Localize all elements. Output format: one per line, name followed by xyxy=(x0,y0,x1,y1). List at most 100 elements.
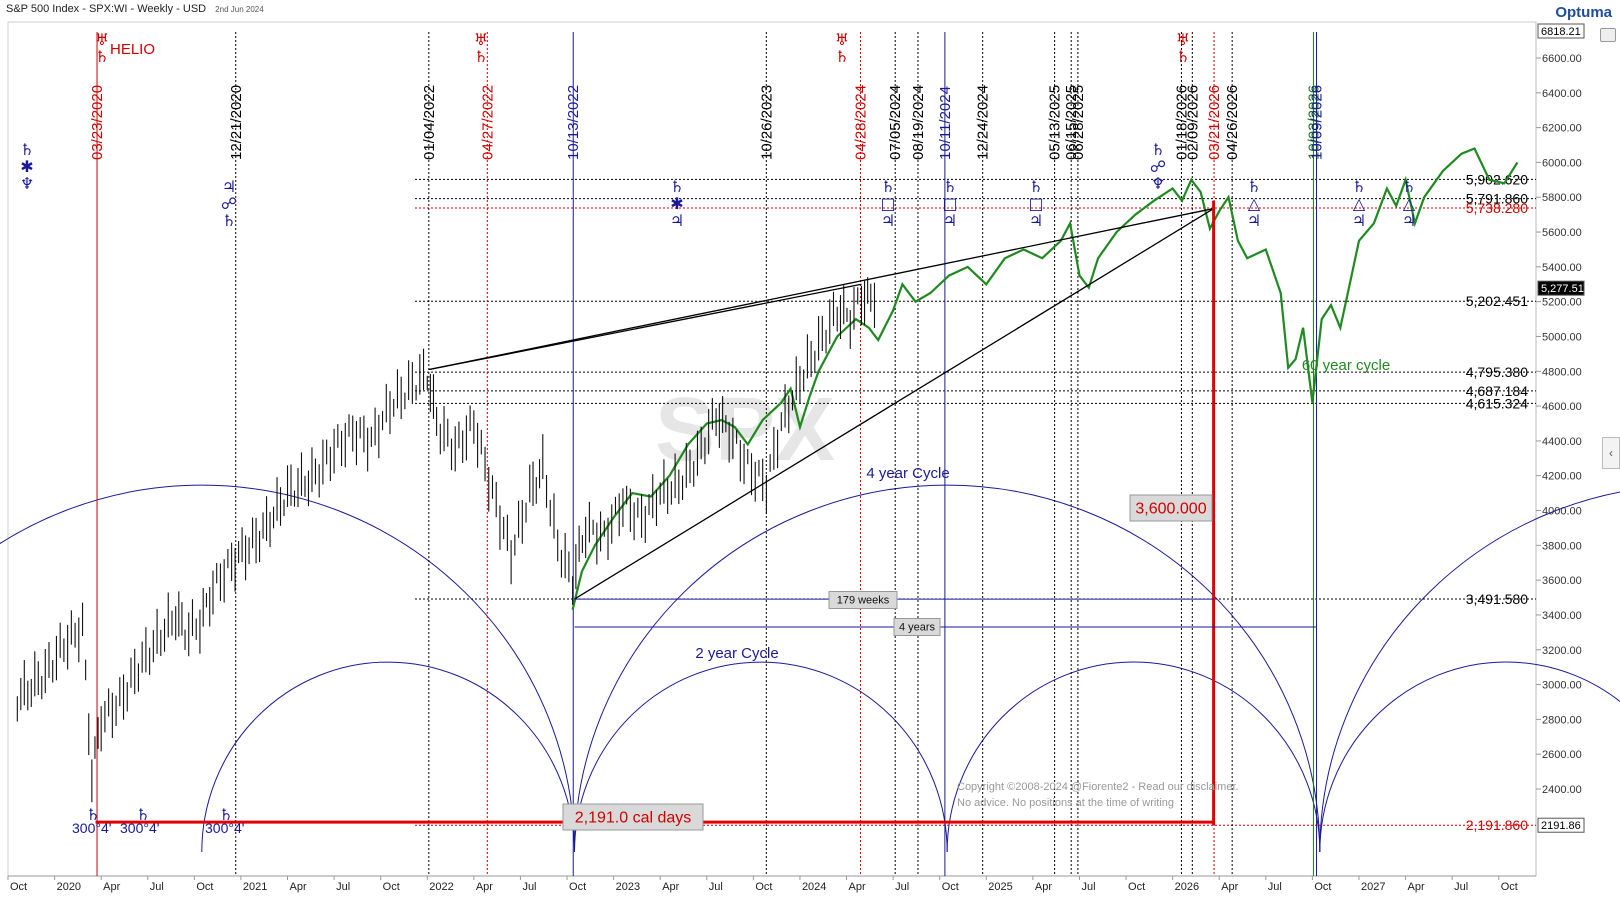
x-tick-label: 2026 xyxy=(1175,881,1199,893)
x-tick-label: Oct xyxy=(569,881,586,893)
astro-glyph: △ xyxy=(1403,194,1416,213)
days-box-frame xyxy=(562,803,704,831)
astro-glyph: ♄ xyxy=(20,140,34,159)
astro-glyph: ☍ xyxy=(1150,157,1166,176)
price-level-label: 5,791.860 xyxy=(1466,191,1528,207)
y-tick-label: 6400.00 xyxy=(1542,88,1582,100)
astro-glyph: ✱ xyxy=(20,157,33,176)
y-tick-label: 2400.00 xyxy=(1542,784,1582,796)
y-tick-label: 3800.00 xyxy=(1542,540,1582,552)
degree-label: 300°4' xyxy=(120,820,159,836)
astro-glyph: ♆ xyxy=(20,174,34,193)
date-line-label: 08/19/2024 xyxy=(910,85,927,160)
no-advice-text: No advice. No positions at the time of w… xyxy=(957,797,1174,809)
x-tick-label: Apr xyxy=(849,881,866,893)
x-tick-label: Apr xyxy=(662,881,679,893)
date-line-label: 04/27/2022 xyxy=(479,85,496,160)
two-year-cycle-arc xyxy=(201,661,575,853)
x-tick-label: 2024 xyxy=(802,881,826,893)
x-tick-label: Apr xyxy=(1035,881,1052,893)
astro-glyph: ♅ xyxy=(474,30,488,49)
four-year-cycle-arc xyxy=(0,484,575,853)
x-tick-label: 2025 xyxy=(988,881,1012,893)
price-level-label: 5,202.451 xyxy=(1466,293,1528,309)
weeks-box-frame xyxy=(828,591,898,609)
y-tick-label: 5000.00 xyxy=(1542,331,1582,343)
price-level-label: 3,491.580 xyxy=(1466,591,1528,607)
x-tick-label: Oct xyxy=(383,881,400,893)
x-tick-label: 2023 xyxy=(616,881,640,893)
x-tick-label: Jul xyxy=(709,881,723,893)
lock-icon[interactable] xyxy=(1600,28,1616,42)
helio-label: HELIO xyxy=(110,41,155,58)
astro-glyph: ♄ xyxy=(136,805,150,824)
top-trendline-ext xyxy=(429,283,862,371)
astro-glyph: △ xyxy=(1248,194,1261,213)
y-tick-label: 6200.00 xyxy=(1542,123,1582,135)
astro-glyph: □ xyxy=(880,194,895,213)
date-line-label: 05/13/2025 xyxy=(1047,85,1064,160)
x-tick-label: Jul xyxy=(895,881,909,893)
degree-label: 300°4' xyxy=(72,820,111,836)
days-box: 2,191.0 cal days xyxy=(575,809,692,826)
date-line-label: 10/03/2026 xyxy=(1305,85,1322,160)
date-line-label: 03/23/2020 xyxy=(89,85,106,160)
astro-glyph: ♄ xyxy=(222,211,236,230)
date-line-label: 01/18/2026 xyxy=(1173,85,1190,160)
y-tick-label: 5800.00 xyxy=(1542,192,1582,204)
x-tick-label: Oct xyxy=(1314,881,1331,893)
astro-glyph: ♄ xyxy=(1352,177,1366,196)
date-line-label: 04/28/2024 xyxy=(853,85,870,160)
astro-glyph: ♄ xyxy=(1151,140,1165,159)
years-box-frame xyxy=(893,618,941,636)
astro-glyph: ♃ xyxy=(1402,211,1416,230)
x-tick-label: Apr xyxy=(290,881,307,893)
date-line-label: 04/26/2026 xyxy=(1224,85,1241,160)
date-line-label: 10/13/2022 xyxy=(565,85,582,160)
astro-glyph: ♆ xyxy=(1151,174,1165,193)
astro-glyph: ♄ xyxy=(1029,177,1043,196)
astro-glyph: ♄ xyxy=(219,805,233,824)
optuma-logo: Optuma xyxy=(1555,4,1612,21)
x-tick-label: Oct xyxy=(942,881,959,893)
x-tick-label: Jul xyxy=(336,881,350,893)
x-tick-label: Apr xyxy=(476,881,493,893)
date-line-label: 10/09/2026 xyxy=(1309,85,1326,160)
date-line-label: 03/21/2026 xyxy=(1206,85,1223,160)
y-tick-label: 4800.00 xyxy=(1542,366,1582,378)
y-tick-label: 5600.00 xyxy=(1542,227,1582,239)
price-level-label: 5,902.620 xyxy=(1466,171,1528,187)
x-tick-label: Oct xyxy=(196,881,213,893)
years-box: 4 years xyxy=(899,622,936,634)
axis-top-value-frame xyxy=(1537,23,1585,39)
date-line-label: 10/11/2024 xyxy=(937,86,954,160)
x-tick-label: Jul xyxy=(522,881,536,893)
copyright-text: Copyright ©2008-2024 @Fiorente2 - Read o… xyxy=(957,781,1239,793)
date-line-label: 10/26/2023 xyxy=(758,85,775,160)
y-tick-label: 6600.00 xyxy=(1542,53,1582,65)
y-tick-label: 5400.00 xyxy=(1542,262,1582,274)
x-tick-label: Apr xyxy=(103,881,120,893)
x-tick-label: 2022 xyxy=(429,881,453,893)
astro-glyph: ♄ xyxy=(474,47,488,66)
x-tick-label: Oct xyxy=(1501,881,1518,893)
date-line-label: 02/09/2026 xyxy=(1184,85,1201,160)
x-tick-label: Jul xyxy=(1268,881,1282,893)
chart-title: S&P 500 Index - SPX:WI - Weekly - USD xyxy=(6,3,207,15)
x-tick-label: Jul xyxy=(1081,881,1095,893)
x-tick-label: 2020 xyxy=(57,881,81,893)
date-line-label: 06/28/2025 xyxy=(1070,85,1087,160)
astro-glyph: ♄ xyxy=(1402,177,1416,196)
date-line-label: 12/21/2020 xyxy=(228,85,245,160)
x-tick-label: Apr xyxy=(1408,881,1425,893)
y-tick-label: 2800.00 xyxy=(1542,714,1582,726)
astro-glyph: ♃ xyxy=(943,211,957,230)
two-year-cycle-arc xyxy=(573,661,948,853)
last-price-box-frame xyxy=(1537,280,1585,296)
x-tick-label: Jul xyxy=(1454,881,1468,893)
weeks-box: 179 weeks xyxy=(837,595,890,607)
y-tick-label: 4600.00 xyxy=(1542,401,1582,413)
astro-glyph: □ xyxy=(1028,194,1043,213)
price-level-label: 5,738.280 xyxy=(1466,200,1528,216)
